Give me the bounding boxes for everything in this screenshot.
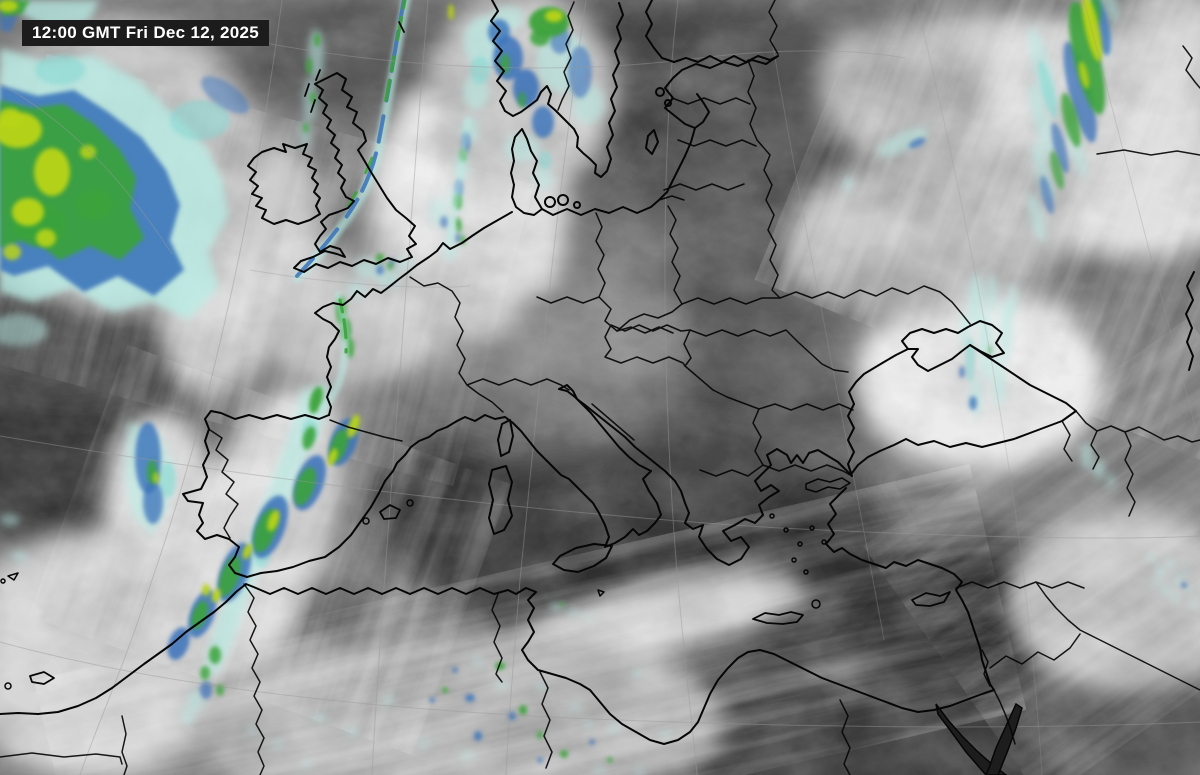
timestamp-label: 12:00 GMT Fri Dec 12, 2025 bbox=[22, 20, 270, 46]
precip-yellow-layer bbox=[0, 0, 1102, 603]
red-sea-gulfs bbox=[935, 702, 1023, 775]
timestamp-text: 12:00 GMT Fri Dec 12, 2025 bbox=[32, 23, 260, 42]
coastline-borders bbox=[0, 0, 1195, 745]
